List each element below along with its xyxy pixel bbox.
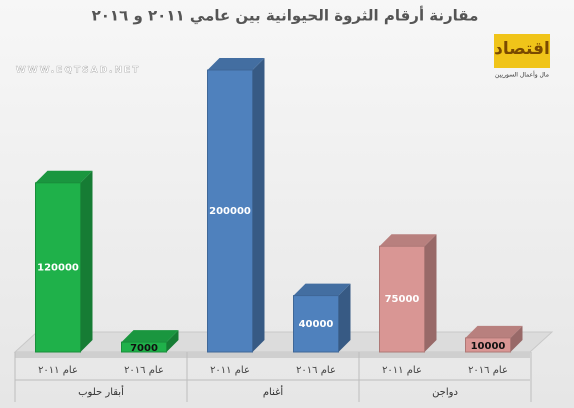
group-label: أبقار حلوب [78, 385, 124, 398]
group-label: أغنام [263, 385, 283, 398]
logo-title: اقتصاد [494, 39, 550, 59]
value-label: 75000 [385, 294, 420, 305]
bar-side [166, 330, 179, 352]
bar [207, 69, 253, 353]
x-tick-label: عام ٢٠١٦ [124, 365, 164, 376]
value-label: 40000 [299, 319, 334, 330]
floor-front [15, 352, 530, 358]
bar-top [207, 58, 265, 70]
bar-side [80, 170, 93, 352]
bar-side [424, 234, 437, 352]
x-tick-label: عام ٢٠١١ [210, 365, 250, 376]
bar [293, 295, 339, 353]
x-tick-label: عام ٢٠١١ [38, 365, 78, 376]
bar-side [252, 58, 265, 352]
value-label: 7000 [130, 343, 158, 354]
logo-subtitle: مال وأعمال السوريين [495, 71, 549, 79]
bar-top [121, 330, 179, 343]
logo-box [494, 34, 550, 68]
x-tick-label: عام ٢٠١٦ [296, 365, 336, 376]
bar-top [35, 170, 93, 183]
bar [465, 337, 511, 353]
value-label: 200000 [209, 206, 251, 217]
bar [35, 182, 81, 353]
x-tick-label: عام ٢٠١١ [382, 365, 422, 376]
chart-title: مقارنة أرقام الثروة الحيوانية بين عامي ٢… [92, 6, 479, 25]
logo: اقتصاد مال وأعمال السوريين [494, 34, 550, 79]
bar [121, 341, 167, 353]
value-label: 10000 [471, 341, 506, 352]
value-label: 120000 [37, 262, 79, 273]
bar-side [338, 283, 351, 352]
bar-side [510, 325, 523, 352]
x-tick-label: عام ٢٠١٦ [468, 365, 508, 376]
watermark: WWW.EQTSAD.NET [16, 66, 141, 76]
bar-top [379, 234, 437, 247]
bar-top [293, 283, 351, 296]
bar-top [465, 325, 523, 338]
group-label: دواجن [432, 387, 458, 398]
bar [379, 245, 425, 353]
